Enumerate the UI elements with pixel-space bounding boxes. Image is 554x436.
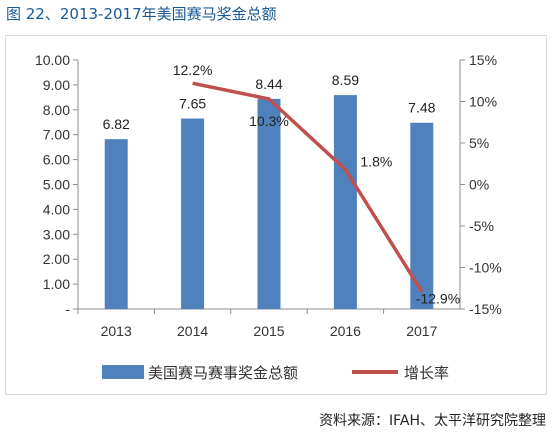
bar-data-label: 6.82 [103, 116, 130, 132]
source-note: 资料来源：IFAH、太平洋研究院整理 [318, 413, 546, 429]
left-tick-label: 4.00 [43, 201, 70, 217]
line-data-label: 10.3% [249, 113, 289, 129]
left-tick-label: 7.00 [43, 127, 70, 143]
left-tick-label: 8.00 [43, 102, 70, 118]
x-tick-label: 2016 [330, 323, 361, 339]
line-data-label: 12.2% [173, 62, 213, 78]
figure-title: 图 22、2013-2017年美国赛马奖金总额 [6, 5, 277, 23]
left-tick-label: 2.00 [43, 251, 70, 267]
right-tick-label: -10% [469, 260, 502, 276]
bar [257, 98, 281, 310]
left-tick-label: 5.00 [43, 177, 70, 193]
left-tick-label: 6.00 [43, 152, 70, 168]
right-tick-label: 5% [469, 135, 489, 151]
bar-data-label: 8.44 [255, 76, 282, 92]
legend-bar-swatch [102, 365, 144, 379]
left-tick-label: 9.00 [43, 77, 70, 93]
left-tick-label: 10.00 [35, 52, 70, 68]
bar [104, 139, 128, 309]
right-tick-label: 10% [469, 94, 497, 110]
line-data-label: -12.9% [416, 291, 460, 307]
bar [410, 122, 434, 309]
right-tick-label: 15% [469, 52, 497, 68]
legend-line-label: 增长率 [404, 364, 449, 382]
bar-data-label: 8.59 [332, 72, 359, 88]
chart-frame [5, 35, 547, 395]
left-tick-label: - [65, 301, 70, 317]
left-tick-label: 3.00 [43, 226, 70, 242]
x-tick-label: 2017 [406, 323, 437, 339]
bar [181, 118, 205, 309]
line-data-label: 1.8% [360, 154, 392, 170]
right-tick-label: 0% [469, 177, 489, 193]
left-tick-label: 1.00 [43, 276, 70, 292]
right-tick-label: -5% [469, 218, 494, 234]
bar-data-label: 7.65 [179, 96, 206, 112]
bar [333, 95, 357, 309]
growth-rate-line [192, 81, 424, 293]
x-tick-label: 2015 [253, 323, 284, 339]
right-tick-label: -15% [469, 301, 502, 317]
x-tick-label: 2014 [177, 323, 208, 339]
x-tick-label: 2013 [101, 323, 132, 339]
legend-bar-label: 美国赛马赛事奖金总额 [148, 364, 298, 382]
bar-data-label: 7.48 [408, 100, 435, 116]
